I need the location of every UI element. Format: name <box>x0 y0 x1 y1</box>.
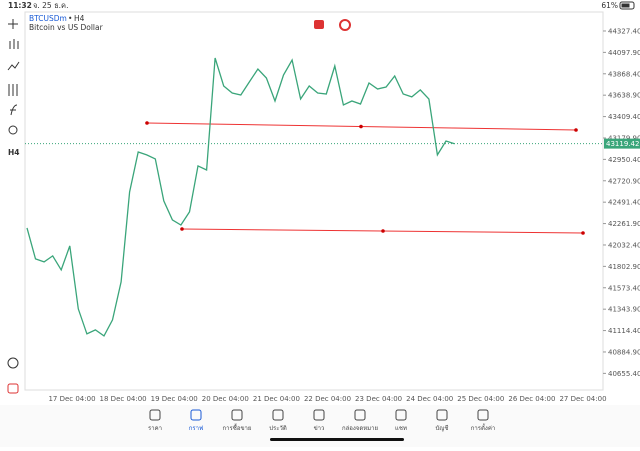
y-tick-label: 41114.40 <box>608 327 640 335</box>
plot-area <box>24 11 604 391</box>
timeframe[interactable]: H4 <box>74 14 85 23</box>
x-tick-label: 19 Dec 04:00 <box>151 395 198 403</box>
nav-label[interactable]: ราคา <box>148 425 162 432</box>
crosshair-icon[interactable] <box>8 19 18 29</box>
nav-label[interactable]: การตั้งค่า <box>471 422 495 432</box>
dot: • <box>68 14 72 23</box>
last-price-label: 43119.42 <box>606 140 639 148</box>
y-tick-label: 42032.40 <box>608 241 640 249</box>
nav-icon[interactable] <box>395 409 407 421</box>
y-tick-label: 42720.90 <box>608 177 640 185</box>
trendline-point[interactable] <box>581 231 585 235</box>
status-time: 11:32 <box>8 1 32 10</box>
y-tick-label: 41343.90 <box>608 306 640 314</box>
x-tick-label: 24 Dec 04:00 <box>406 395 453 403</box>
trendline-point[interactable] <box>145 121 149 125</box>
function-icon[interactable] <box>10 104 18 116</box>
y-tick-label: 42491.40 <box>608 199 640 207</box>
y-tick-label: 42261.90 <box>608 220 640 228</box>
trendline-point[interactable] <box>180 227 184 231</box>
x-tick-label: 18 Dec 04:00 <box>100 395 147 403</box>
nav-icon[interactable] <box>354 409 366 421</box>
nav-icon[interactable] <box>272 409 284 421</box>
nav-icon[interactable] <box>436 409 448 421</box>
settings-icon[interactable] <box>8 84 18 96</box>
x-tick-label: 21 Dec 04:00 <box>253 395 300 403</box>
x-tick-label: 20 Dec 04:00 <box>202 395 249 403</box>
x-tick-label: 17 Dec 04:00 <box>48 395 95 403</box>
signal-icon[interactable] <box>339 19 351 31</box>
y-tick-label: 42950.40 <box>608 156 640 164</box>
nav-label[interactable]: การซื้อขาย <box>223 422 252 432</box>
flag-icon[interactable] <box>314 20 324 29</box>
broker-icon[interactable] <box>7 383 19 394</box>
battery-level <box>621 3 630 8</box>
indicator-icon[interactable] <box>7 61 20 71</box>
nav-icon[interactable] <box>477 409 489 421</box>
status-date: จ. 25 ธ.ค. <box>33 1 68 10</box>
y-tick-label: 41573.40 <box>608 284 640 292</box>
x-tick-label: 25 Dec 04:00 <box>457 395 504 403</box>
left-toolbar <box>7 19 20 394</box>
x-tick-label: 27 Dec 04:00 <box>559 395 606 403</box>
nav-label[interactable]: กล่องจดหมาย <box>342 425 378 432</box>
battery-icon <box>619 1 635 10</box>
nav-label[interactable]: แชท <box>395 425 407 432</box>
y-tick-label: 43638.90 <box>608 92 640 100</box>
y-tick-label: 40655.40 <box>608 370 640 378</box>
y-tick-label: 44097.90 <box>608 49 640 57</box>
y-tick-label: 44327.40 <box>608 27 640 35</box>
y-tick-label: 40884.90 <box>608 348 640 356</box>
nav-icon[interactable] <box>231 409 243 421</box>
nav-icon[interactable] <box>313 409 325 421</box>
nav-label[interactable]: กราฟ <box>189 425 203 432</box>
zoom-icon[interactable] <box>7 357 19 369</box>
price-line <box>26 57 455 337</box>
trendline-point[interactable] <box>359 124 363 129</box>
home-indicator <box>270 438 404 441</box>
toolbar-timeframe[interactable]: H4 <box>8 148 20 157</box>
y-tick-label: 43868.40 <box>608 70 640 78</box>
x-tick-label: 26 Dec 04:00 <box>508 395 555 403</box>
nav-icon[interactable] <box>149 409 161 421</box>
x-tick-label: 22 Dec 04:00 <box>304 395 351 403</box>
candles-icon[interactable] <box>9 39 19 49</box>
nav-icon[interactable] <box>190 409 202 421</box>
last-price-box <box>604 138 640 149</box>
trendlines <box>145 121 585 235</box>
nav-label[interactable]: ข่าว <box>314 425 325 432</box>
trendline-point[interactable] <box>381 229 385 233</box>
y-tick-label: 43179.90 <box>608 134 640 142</box>
x-tick-label: 23 Dec 04:00 <box>355 395 402 403</box>
nav-label[interactable]: ประวัติ <box>269 425 287 432</box>
status-battery: 61% <box>601 1 618 10</box>
description: Bitcoin vs US Dollar <box>29 23 104 32</box>
symbol[interactable]: BTCUSDm <box>29 14 67 23</box>
objects-icon[interactable] <box>8 125 18 135</box>
y-tick-label: 43409.40 <box>608 113 640 121</box>
y-tick-label: 41802.90 <box>608 263 640 271</box>
nav-label[interactable]: บัญชี <box>436 424 449 432</box>
trendline-point[interactable] <box>574 128 578 132</box>
